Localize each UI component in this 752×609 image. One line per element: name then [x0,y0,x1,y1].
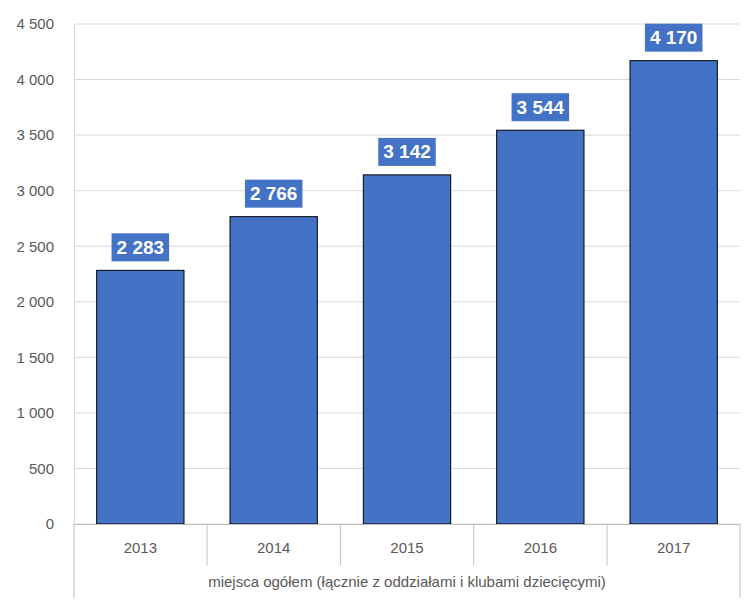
grid [74,24,740,524]
axis-separator [473,524,474,565]
x-tick-label: 2013 [124,539,157,556]
y-tick: 0 [46,515,74,532]
x-tick-label: 2015 [390,539,423,556]
bar [497,130,584,524]
x-tick: 2013 [124,524,157,556]
x-tick: 2014 [257,524,290,556]
y-tick-label: 2 000 [16,293,54,310]
axis-separator [607,524,608,565]
y-tick-label: 0 [46,515,54,532]
y-tick-label: 3 000 [16,182,54,199]
bars [97,61,718,524]
y-tick: 4 500 [16,15,74,32]
axis-box-edge [740,524,741,598]
y-tick: 3 500 [16,126,74,143]
data-label-box [645,24,703,52]
data-label-box [245,180,303,208]
x-axis-line [75,524,741,525]
axis-box-edge [74,524,75,598]
bar [230,217,317,524]
bar [97,270,184,524]
bar [363,175,450,524]
axis-separator [207,524,208,565]
y-axis-line [74,25,75,525]
y-axis: 0 500 1 000 1 500 2 000 2 500 3 000 3 500 4 000 4… [16,15,74,532]
data-label: 2 766 [245,180,303,208]
x-tick: 2015 [390,524,423,556]
data-label-box [378,138,436,166]
y-tick-label: 2 500 [16,238,54,255]
x-tick: 2017 [657,524,690,556]
data-label: 2 283 [112,233,170,261]
data-label: 3 142 [378,138,436,166]
axis-box [74,524,740,598]
x-axis: 2013 2014 2015 2016 2017 [75,524,741,556]
grid-line [74,24,740,25]
y-tick-label: 3 500 [16,126,54,143]
x-tick: 2016 [524,524,557,556]
data-label: 4 170 [645,24,703,52]
axis-separator [340,524,341,565]
y-tick: 2 500 [16,238,74,255]
y-tick-label: 1 500 [16,349,54,366]
y-tick: 1 500 [16,349,74,366]
x-axis-title: miejsca ogółem (łącznie z oddziałami i k… [208,573,606,590]
data-labels: 2 283 2 766 3 142 3 544 4 170 [112,24,703,262]
data-label-text: 3 544 [517,97,565,118]
y-tick-label: 500 [29,460,54,477]
chart: 0 500 1 000 1 500 2 000 2 500 3 000 3 500 4 000 4… [0,0,752,609]
data-label-text: 2 766 [250,183,298,204]
data-label-text: 3 142 [383,141,431,162]
y-tick: 4 000 [16,71,74,88]
data-label-box [512,93,570,121]
data-label-text: 4 170 [650,27,698,48]
y-tick-label: 4 000 [16,71,54,88]
y-tick-label: 1 000 [16,404,54,421]
y-tick: 500 [29,460,74,477]
y-tick: 1 000 [16,404,74,421]
y-tick: 2 000 [16,293,74,310]
data-label-box [112,233,170,261]
y-tick-label: 4 500 [16,15,54,32]
x-tick-label: 2016 [524,539,557,556]
data-label-text: 2 283 [117,237,165,258]
x-tick-label: 2014 [257,539,290,556]
bar [630,61,717,524]
data-label: 3 544 [512,93,570,121]
y-tick: 3 000 [16,182,74,199]
x-tick-label: 2017 [657,539,690,556]
